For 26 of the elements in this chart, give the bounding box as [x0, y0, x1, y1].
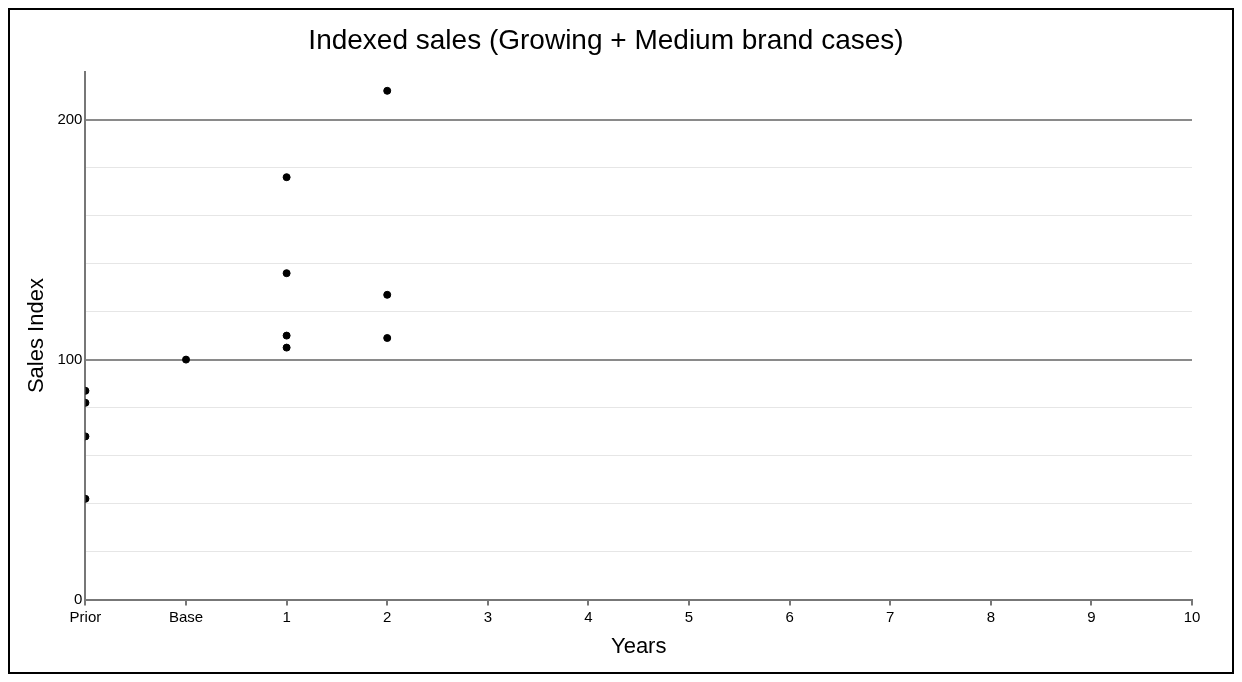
- x-tick-label: 1: [282, 607, 291, 625]
- x-tick-label: 3: [483, 607, 492, 625]
- y-axis-title: Sales Index: [23, 278, 49, 394]
- x-tick-label: Prior: [69, 607, 102, 625]
- x-tick-label: 6: [785, 607, 794, 625]
- point: [282, 343, 291, 352]
- point: [282, 269, 291, 278]
- y-tick-label: 0: [74, 589, 83, 607]
- point: [282, 331, 291, 340]
- x-tick-label: 10: [1183, 607, 1201, 625]
- x-axis-title: Years: [610, 632, 667, 658]
- y-tick-label: 200: [57, 109, 83, 127]
- point: [383, 334, 392, 342]
- point: [383, 290, 392, 299]
- chart-title: Indexed sales (Growing + Medium brand cases): [308, 23, 904, 55]
- x-tick-label: Base: [168, 607, 204, 625]
- x-tick-label: 8: [986, 607, 995, 625]
- x-tick-label: 2: [383, 607, 392, 625]
- point: [383, 86, 392, 95]
- x-tick-label: 9: [1087, 607, 1096, 625]
- x-tick-label: 7: [886, 607, 895, 625]
- x-tick-label: 4: [584, 607, 593, 625]
- point: [182, 355, 191, 364]
- y-tick-label: 100: [57, 349, 83, 367]
- point: [282, 173, 291, 182]
- x-tick-label: 5: [684, 607, 694, 625]
